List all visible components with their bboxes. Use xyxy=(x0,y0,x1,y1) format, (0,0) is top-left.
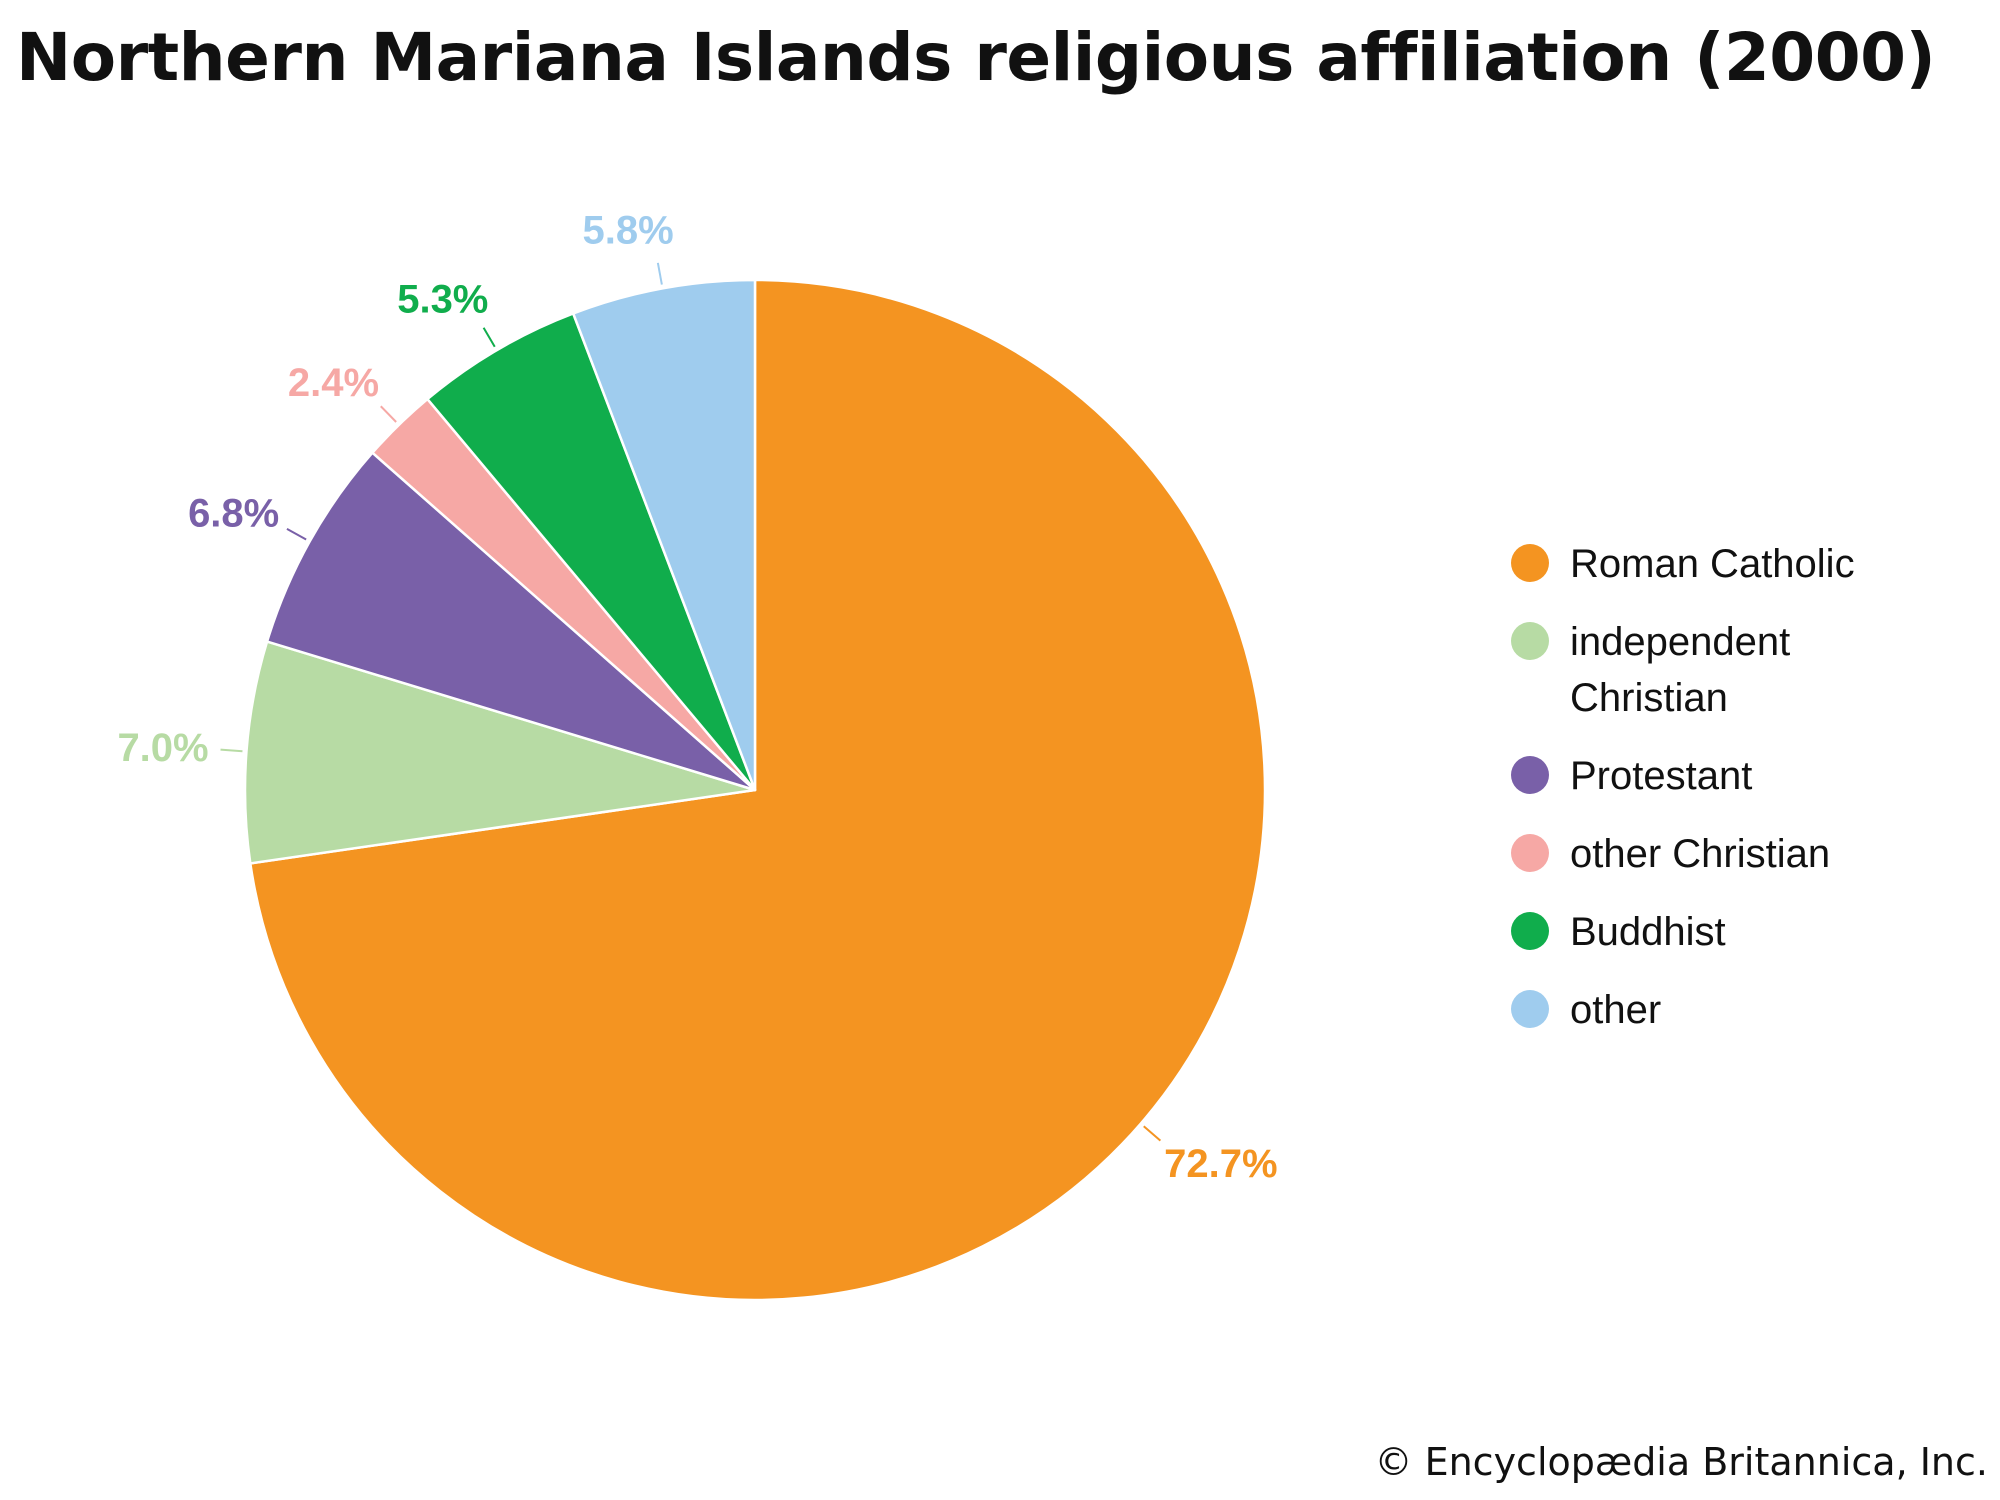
leader-line-roman-catholic xyxy=(1143,1125,1162,1142)
leader-line-other-christian xyxy=(380,405,397,423)
legend-swatch-buddhist xyxy=(1511,912,1549,950)
data-label-protestant: 6.8% xyxy=(188,491,279,535)
legend-item-independent-christian: independent Christian xyxy=(1511,620,1790,720)
legend-item-other-christian: other Christian xyxy=(1511,832,1830,876)
leader-line-other xyxy=(656,262,663,285)
legend-label-protestant: Protestant xyxy=(1570,754,1752,798)
data-label-independent-christian: 7.0% xyxy=(117,726,208,770)
legend-label-other-christian: other Christian xyxy=(1570,832,1830,876)
chart-legend: Roman Catholic independent Christian Protes… xyxy=(1511,542,1855,1032)
pie-slice-other xyxy=(571,278,757,792)
legend-label-buddhist: Buddhist xyxy=(1570,910,1726,954)
legend-label-roman-catholic: Roman Catholic xyxy=(1570,542,1855,586)
data-label-roman-catholic: 72.7% xyxy=(1164,1142,1277,1186)
legend-swatch-other-christian xyxy=(1511,834,1549,872)
pie-data-labels: 72.7% 7.0% 6.8% 2.4% 5.3% 5.8% xyxy=(117,208,1277,1185)
data-label-buddhist: 5.3% xyxy=(397,277,488,321)
copyright-credit: © Encyclopædia Britannica, Inc. xyxy=(1374,1440,1989,1484)
legend-item-other: other xyxy=(1511,988,1661,1032)
legend-label-other: other xyxy=(1570,988,1661,1032)
legend-item-protestant: Protestant xyxy=(1511,754,1752,798)
leader-line-independent-christian xyxy=(220,748,243,753)
chart-title: Northern Mariana Islands religious affil… xyxy=(16,19,1936,96)
legend-swatch-independent-christian xyxy=(1511,622,1549,660)
pie-leader-lines xyxy=(220,262,1162,1142)
legend-item-roman-catholic: Roman Catholic xyxy=(1511,542,1855,586)
legend-swatch-roman-catholic xyxy=(1511,544,1549,582)
legend-label-independent-christian: independent xyxy=(1570,620,1790,664)
legend-swatch-other xyxy=(1511,990,1549,1028)
pie-slice-protestant xyxy=(265,451,757,792)
data-label-other: 5.8% xyxy=(583,208,674,252)
legend-label-independent-christian: Christian xyxy=(1570,676,1728,720)
legend-item-buddhist: Buddhist xyxy=(1511,910,1726,954)
pie-slices xyxy=(243,278,1267,1302)
leader-line-protestant xyxy=(286,527,307,541)
legend-swatch-protestant xyxy=(1511,756,1549,794)
pie-slice-buddhist xyxy=(426,312,757,792)
data-label-other-christian: 2.4% xyxy=(288,361,379,405)
leader-line-buddhist xyxy=(482,327,496,348)
pie-slice-roman-catholic xyxy=(249,278,1267,1302)
pie-slice-independent-christian xyxy=(243,640,757,865)
